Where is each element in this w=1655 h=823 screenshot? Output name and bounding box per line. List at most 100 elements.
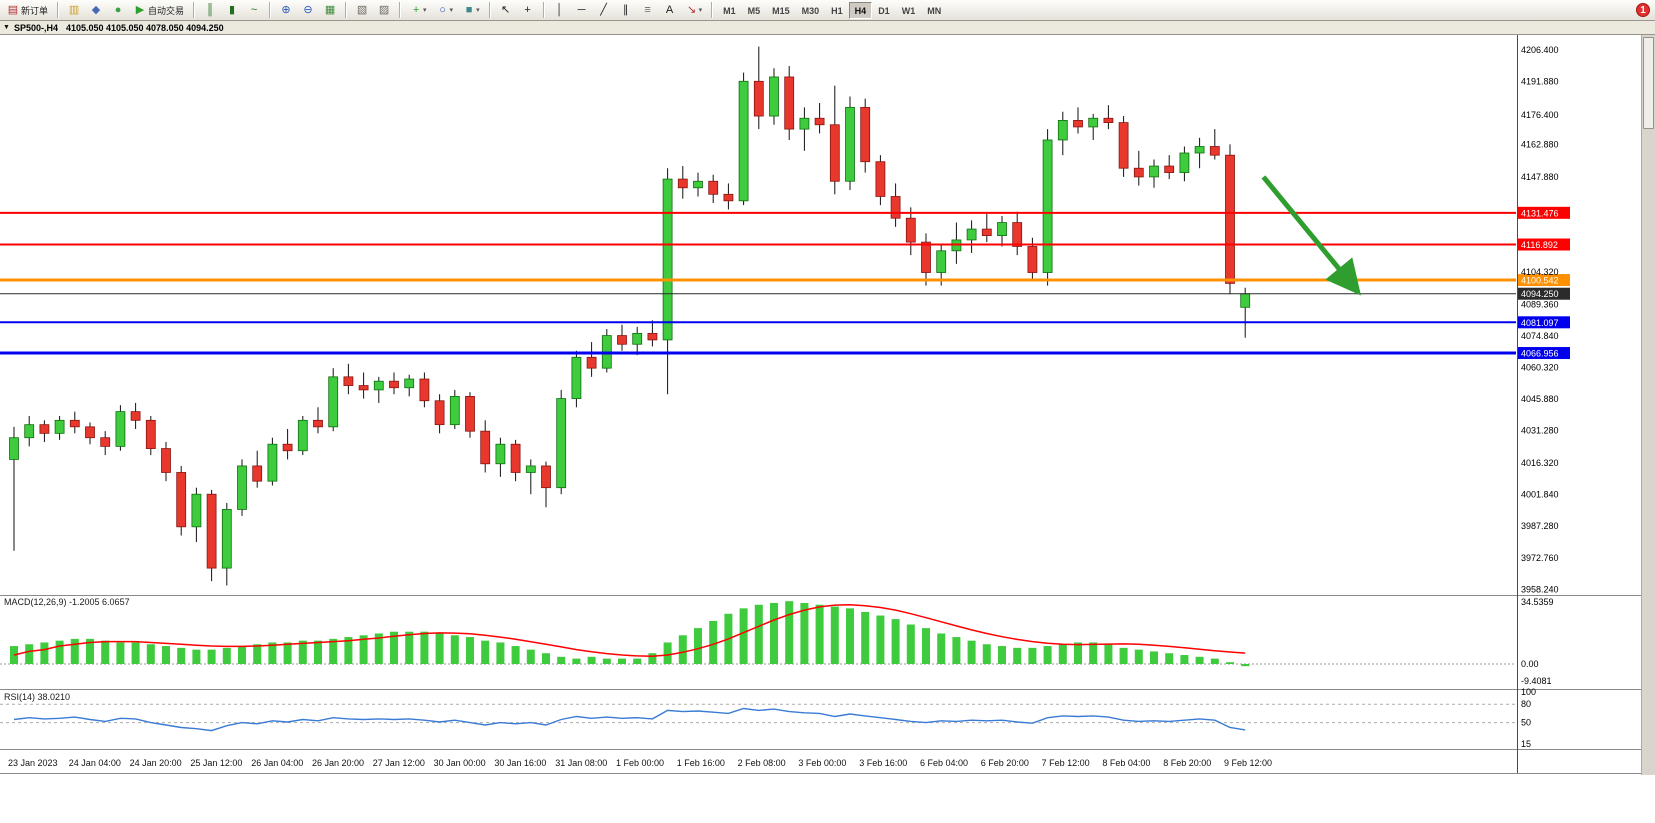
periods-icon: ○	[439, 4, 446, 16]
svg-text:31 Jan 08:00: 31 Jan 08:00	[555, 758, 607, 768]
bar-chart-icon[interactable]: ║	[200, 1, 220, 19]
timeframe-button-w1[interactable]: W1	[901, 5, 916, 16]
scrollbar-thumb[interactable]	[1643, 37, 1654, 129]
text-icon: A	[665, 4, 674, 16]
autotrade-button[interactable]: ▶ 自动交易	[130, 1, 188, 19]
profiles-icon: ◆	[91, 4, 101, 16]
rsi-label: RSI(14) 38.0210	[4, 692, 71, 702]
timeframe-button-m30[interactable]: M30	[801, 5, 820, 16]
chart-window-icon: ▥	[68, 4, 80, 16]
chevron-down-icon: ▾	[449, 7, 454, 14]
cursor-icon[interactable]: ↖	[496, 1, 516, 19]
svg-text:4081.097: 4081.097	[1521, 318, 1559, 328]
line-chart-icon: ~	[250, 4, 258, 16]
svg-text:4001.840: 4001.840	[1521, 490, 1559, 500]
vertical-line-icon: │	[556, 4, 564, 16]
chart-canvas[interactable]: 4131.476 4116.892 4100.542 4094.250 4081.097…	[0, 35, 1655, 823]
svg-text:50: 50	[1521, 718, 1531, 728]
svg-text:4045.880: 4045.880	[1521, 394, 1559, 404]
horizontal-line-icon: ─	[577, 4, 586, 16]
toolbar-separator	[345, 2, 348, 18]
svg-text:7 Feb 12:00: 7 Feb 12:00	[1042, 758, 1090, 768]
text-icon[interactable]: A	[660, 1, 680, 19]
svg-text:27 Jan 12:00: 27 Jan 12:00	[373, 758, 425, 768]
svg-text:4100.542: 4100.542	[1521, 276, 1559, 286]
chart-ohlc-values: 4105.050 4105.050 4078.050 4094.250	[65, 22, 224, 33]
timeframe-button-m1[interactable]: M1	[723, 5, 736, 16]
svg-text:8 Feb 04:00: 8 Feb 04:00	[1102, 758, 1150, 768]
panel-separators	[0, 35, 1655, 774]
chart-window: 4131.476 4116.892 4100.542 4094.250 4081.097…	[0, 35, 1655, 823]
timeframe-button-h4[interactable]: H4	[848, 1, 873, 19]
profiles-icon[interactable]: ◆	[86, 1, 106, 19]
price-axis[interactable]: 4131.476 4116.892 4100.542 4094.250 4081.097…	[1518, 45, 1570, 594]
chart-window-icon[interactable]: ▥	[64, 1, 84, 19]
timeframe-button-m5[interactable]: M5	[747, 5, 761, 16]
horizontal-level-lines[interactable]	[0, 211, 1516, 355]
svg-text:23 Jan 2023: 23 Jan 2023	[8, 758, 58, 768]
zoom-out-icon: ⊖	[303, 4, 313, 16]
svg-text:80: 80	[1521, 699, 1531, 709]
arrows-icon: ↘	[686, 4, 697, 16]
svg-text:0.00: 0.00	[1521, 659, 1539, 669]
svg-text:4191.880: 4191.880	[1521, 77, 1559, 87]
new-chart-icon[interactable]: + ▾	[406, 1, 431, 19]
timeframe-button-h1[interactable]: H1	[831, 5, 843, 16]
chevron-down-icon: ▾	[423, 7, 427, 14]
svg-text:6 Feb 04:00: 6 Feb 04:00	[920, 758, 968, 768]
chart-symbol-period: SP500-,H4	[13, 22, 58, 33]
tile-windows-icon[interactable]: ▦	[320, 1, 340, 19]
svg-text:9 Feb 12:00: 9 Feb 12:00	[1224, 758, 1272, 768]
timeframe-button-m15[interactable]: M15	[772, 5, 790, 16]
fibonacci-icon[interactable]: ≡	[638, 1, 658, 19]
candlestick-series[interactable]	[9, 46, 1251, 586]
zoom-in-icon[interactable]: ⊕	[276, 1, 296, 19]
chevron-down-icon: ▾	[476, 7, 480, 14]
vertical-scrollbar[interactable]	[1641, 35, 1655, 775]
crosshair-icon[interactable]: +	[518, 1, 538, 19]
zoom-out-icon[interactable]: ⊖	[298, 1, 318, 19]
svg-text:4162.880: 4162.880	[1521, 140, 1559, 150]
play-icon: ▶	[135, 4, 145, 16]
candlestick-chart-icon: ▮	[229, 4, 236, 16]
candlestick-chart-icon[interactable]: ▮	[222, 1, 242, 19]
collapse-chart-icon[interactable]: ▼	[3, 24, 10, 31]
arrows-icon[interactable]: ↘ ▾	[682, 1, 707, 19]
notification-badge[interactable]: 1	[1636, 3, 1650, 17]
svg-text:4116.892: 4116.892	[1521, 240, 1558, 250]
svg-text:3958.240: 3958.240	[1521, 584, 1559, 594]
time-axis[interactable]: 23 Jan 2023 24 Jan 04:00 24 Jan 20:00 25 Ja…	[8, 758, 1272, 768]
macd-panel[interactable]: 34.5359 0.00 -9.4081	[0, 597, 1554, 686]
svg-text:3987.280: 3987.280	[1521, 521, 1559, 531]
auto-arrange-icon[interactable]: ▧	[352, 1, 372, 19]
timeframe-button-d1[interactable]: D1	[878, 5, 890, 16]
new-order-button[interactable]: ▤ 新订单	[3, 1, 52, 19]
templates-icon[interactable]: ■ ▾	[459, 1, 484, 19]
vertical-line-icon[interactable]: │	[550, 1, 570, 19]
svg-text:34.5359: 34.5359	[1521, 597, 1554, 607]
alerts-icon[interactable]: ●	[108, 1, 128, 19]
svg-text:26 Jan 04:00: 26 Jan 04:00	[251, 758, 303, 768]
trendline-icon[interactable]: ╱	[594, 1, 614, 19]
timeframe-button-mn[interactable]: MN	[927, 5, 942, 16]
channel-icon[interactable]: ∥	[616, 1, 636, 19]
svg-text:1 Feb 16:00: 1 Feb 16:00	[677, 758, 725, 768]
svg-text:4206.400: 4206.400	[1521, 45, 1559, 55]
line-chart-icon[interactable]: ~	[244, 1, 264, 19]
toolbar-separator	[488, 2, 491, 18]
periods-icon[interactable]: ○ ▾	[433, 1, 458, 19]
templates-icon: ■	[465, 4, 473, 16]
toolbar-separator	[57, 2, 60, 18]
rsi-panel[interactable]: 100 80 50 15	[0, 687, 1536, 749]
horizontal-line-icon[interactable]: ─	[572, 1, 592, 19]
svg-text:4074.840: 4074.840	[1521, 331, 1559, 341]
svg-text:1 Feb 00:00: 1 Feb 00:00	[616, 758, 664, 768]
chart-shift-icon[interactable]: ▨	[374, 1, 394, 19]
trend-arrow-annotation[interactable]	[1261, 175, 1361, 296]
svg-text:4131.476: 4131.476	[1521, 208, 1559, 218]
svg-text:4094.250: 4094.250	[1521, 289, 1559, 299]
svg-text:30 Jan 16:00: 30 Jan 16:00	[494, 758, 546, 768]
fibonacci-icon: ≡	[644, 4, 651, 16]
toolbar-separator	[399, 2, 402, 18]
svg-text:-9.4081: -9.4081	[1521, 676, 1552, 686]
